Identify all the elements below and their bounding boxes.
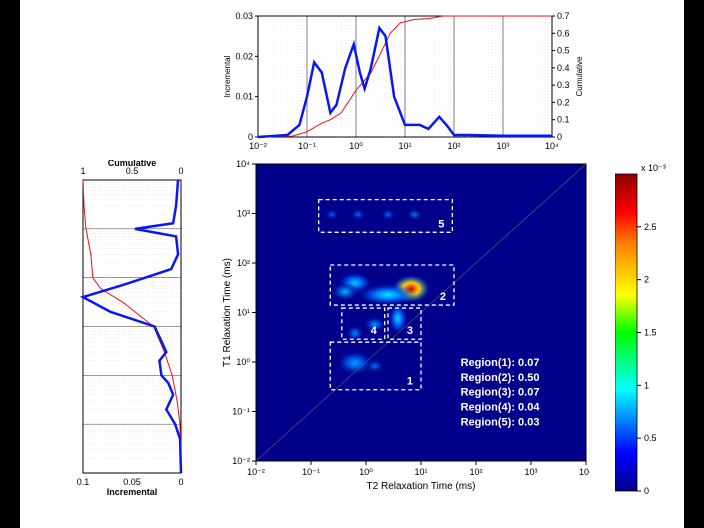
svg-text:10¹: 10¹: [237, 308, 250, 318]
svg-text:10⁰: 10⁰: [359, 467, 373, 477]
svg-text:10³: 10³: [237, 209, 250, 219]
svg-text:10²: 10²: [447, 141, 460, 151]
svg-text:10⁴: 10⁴: [579, 467, 590, 477]
svg-text:1: 1: [407, 376, 413, 388]
svg-text:10²: 10²: [469, 467, 482, 477]
svg-text:10²: 10²: [237, 258, 250, 268]
svg-text:10⁻¹: 10⁻¹: [232, 407, 250, 417]
top-right-axis-label: Cumulative: [575, 56, 584, 97]
svg-text:10⁴: 10⁴: [545, 141, 559, 151]
svg-text:10¹: 10¹: [414, 467, 427, 477]
top-left-axis-label: Incremental: [223, 55, 232, 97]
svg-text:10¹: 10¹: [398, 141, 411, 151]
svg-text:10³: 10³: [524, 467, 537, 477]
svg-text:0.2: 0.2: [557, 97, 570, 107]
svg-text:0.4: 0.4: [557, 63, 570, 73]
svg-text:0: 0: [644, 486, 649, 495]
t1t2-heatmap: 1 4 3 2 5 Region(1): 0.07 Region(2): 0.50 Regio…: [220, 160, 590, 495]
svg-text:Region(1): 0.07: Region(1): 0.07: [461, 357, 540, 369]
svg-text:10⁴: 10⁴: [236, 160, 250, 169]
svg-text:Incremental: Incremental: [107, 487, 158, 495]
svg-text:Region(5): 0.03: Region(5): 0.03: [461, 416, 540, 428]
svg-text:T1 Relaxation Time (ms): T1 Relaxation Time (ms): [222, 258, 233, 367]
svg-text:0.02: 0.02: [235, 51, 253, 61]
svg-text:0: 0: [178, 477, 183, 487]
svg-text:5: 5: [438, 218, 444, 230]
svg-text:10⁻²: 10⁻²: [249, 141, 267, 151]
svg-text:0.01: 0.01: [235, 92, 253, 102]
svg-text:Region(2): 0.50: Region(2): 0.50: [461, 372, 540, 384]
svg-text:0.03: 0.03: [235, 11, 253, 21]
svg-text:Region(3): 0.07: Region(3): 0.07: [461, 387, 540, 399]
figure-frame: 10⁻²10⁻¹10⁰10¹10²10³10⁴00.010.020.0300.1…: [20, 0, 684, 528]
svg-text:0.05: 0.05: [123, 477, 141, 487]
colorbar: 0 0.5 1 1.5 2 2.5 x 10⁻³: [615, 160, 687, 495]
svg-text:0: 0: [178, 166, 183, 176]
svg-text:10⁻²: 10⁻²: [232, 456, 250, 466]
svg-text:2: 2: [644, 275, 649, 285]
svg-text:0.6: 0.6: [557, 28, 570, 38]
svg-text:2: 2: [440, 291, 446, 303]
svg-text:10³: 10³: [496, 141, 509, 151]
svg-text:0.7: 0.7: [557, 11, 570, 21]
svg-text:10⁻¹: 10⁻¹: [298, 141, 316, 151]
svg-text:2.5: 2.5: [644, 222, 657, 232]
left-marginal-chart: 10.500.10.050CumulativeIncremental: [65, 160, 185, 495]
svg-text:x 10⁻³: x 10⁻³: [641, 163, 666, 173]
svg-text:0.1: 0.1: [557, 115, 570, 125]
svg-text:4: 4: [371, 325, 378, 337]
svg-text:Cumulative: Cumulative: [108, 160, 157, 168]
svg-text:10⁻²: 10⁻²: [247, 467, 265, 477]
svg-text:0: 0: [248, 132, 253, 142]
svg-text:1: 1: [644, 380, 649, 390]
svg-text:10⁰: 10⁰: [236, 357, 250, 367]
svg-text:0.3: 0.3: [557, 80, 570, 90]
svg-text:10⁻¹: 10⁻¹: [302, 467, 320, 477]
top-marginal-chart: 10⁻²10⁻¹10⁰10¹10²10³10⁴00.010.020.0300.1…: [220, 10, 590, 155]
svg-text:Region(4): 0.04: Region(4): 0.04: [461, 402, 541, 414]
svg-text:1: 1: [80, 166, 85, 176]
svg-text:0: 0: [557, 132, 562, 142]
svg-text:0.1: 0.1: [77, 477, 90, 487]
svg-text:T2 Relaxation Time (ms): T2 Relaxation Time (ms): [367, 481, 476, 492]
svg-text:0.5: 0.5: [557, 46, 570, 56]
svg-text:0.5: 0.5: [644, 433, 657, 443]
svg-text:3: 3: [407, 325, 413, 337]
svg-text:10⁰: 10⁰: [349, 141, 363, 151]
svg-text:1.5: 1.5: [644, 328, 657, 338]
